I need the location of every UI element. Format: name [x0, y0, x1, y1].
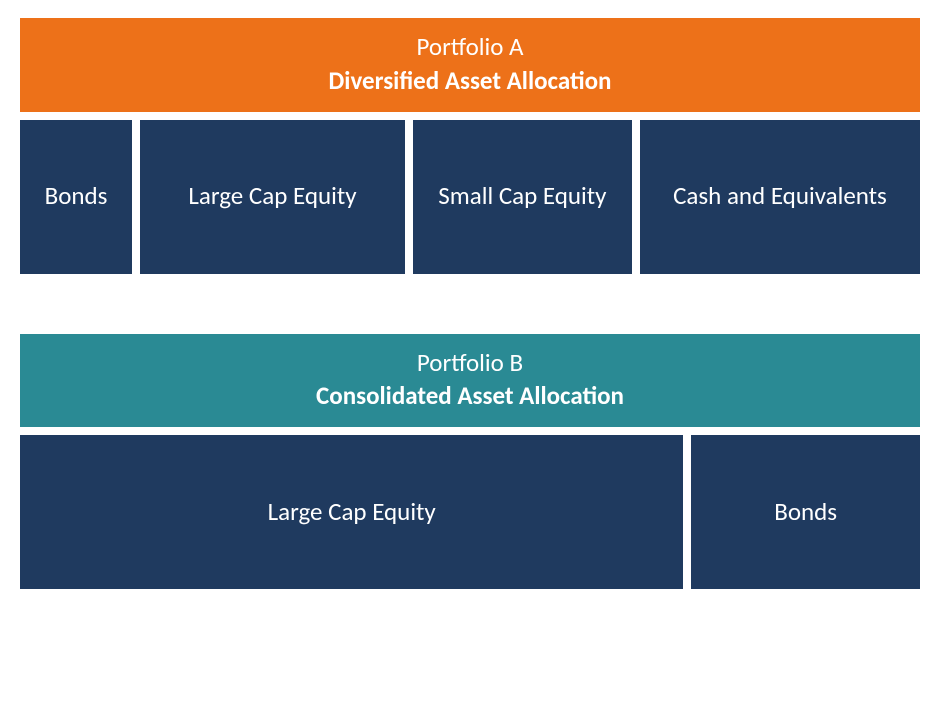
portfolio-b: Portfolio B Consolidated Asset Allocatio… [20, 334, 920, 590]
portfolio-a: Portfolio A Diversified Asset Allocation… [20, 18, 920, 274]
portfolio-b-row: Large Cap Equity Bonds [20, 435, 920, 589]
portfolio-a-row: Bonds Large Cap Equity Small Cap Equity … [20, 120, 920, 274]
portfolio-a-cell-cash-and-equivalents: Cash and Equivalents [640, 120, 920, 274]
portfolio-b-cell-bonds: Bonds [691, 435, 920, 589]
portfolio-a-cell-bonds: Bonds [20, 120, 132, 274]
portfolio-a-cell-small-cap-equity: Small Cap Equity [413, 120, 632, 274]
portfolio-b-cell-large-cap-equity: Large Cap Equity [20, 435, 683, 589]
portfolio-spacer [20, 274, 920, 334]
portfolio-b-title: Portfolio B [30, 346, 910, 380]
portfolio-a-cell-large-cap-equity: Large Cap Equity [140, 120, 405, 274]
portfolio-b-subtitle: Consolidated Asset Allocation [30, 379, 910, 413]
portfolio-b-header: Portfolio B Consolidated Asset Allocatio… [20, 334, 920, 428]
portfolio-a-title: Portfolio A [30, 30, 910, 64]
portfolio-a-subtitle: Diversified Asset Allocation [30, 64, 910, 98]
portfolio-a-header: Portfolio A Diversified Asset Allocation [20, 18, 920, 112]
